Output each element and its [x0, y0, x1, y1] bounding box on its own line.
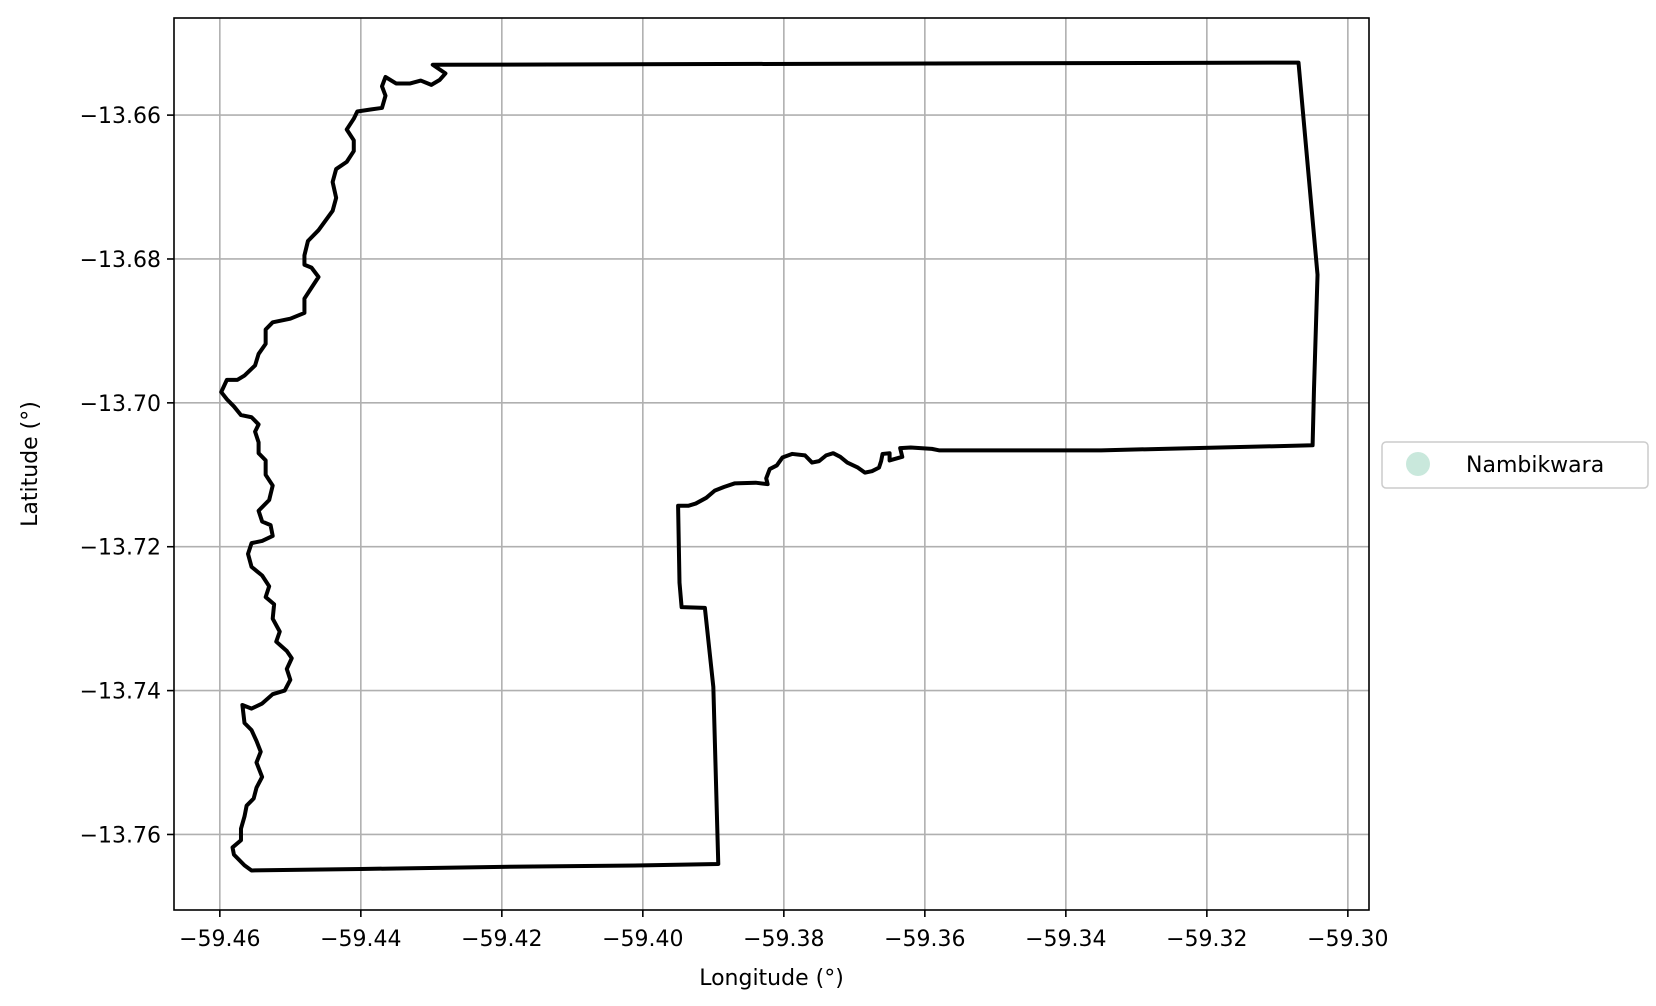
- x-tick-label: −59.44: [320, 927, 401, 952]
- y-tick-label: −13.76: [80, 823, 161, 848]
- x-axis-label: Longitude (°): [699, 966, 844, 991]
- y-tick-label: −13.70: [80, 392, 161, 417]
- y-tick-label: −13.74: [80, 680, 161, 705]
- territory-boundary: [219, 60, 1320, 873]
- x-tick-label: −59.42: [461, 927, 542, 952]
- y-axis-label: Latitude (°): [18, 401, 43, 527]
- y-tick-label: −13.72: [80, 536, 161, 561]
- x-tick-label: −59.34: [1025, 927, 1106, 952]
- x-tick-label: −59.38: [743, 927, 824, 952]
- boundary-outline: [219, 60, 1320, 873]
- plot-frame: [173, 17, 1370, 911]
- x-tick-label: −59.36: [884, 927, 965, 952]
- x-tick-label: −59.46: [179, 927, 260, 952]
- x-axis-ticks: −59.46 −59.44 −59.42 −59.40 −59.38 −59.36 −59.…: [179, 910, 1389, 952]
- grid: [174, 18, 1369, 910]
- legend-marker-nambikwara: [1406, 452, 1430, 476]
- y-tick-label: −13.68: [80, 248, 161, 273]
- y-axis-ticks: −13.66 −13.68 −13.70 −13.72 −13.74 −13.76: [80, 104, 174, 848]
- x-tick-label: −59.30: [1307, 927, 1388, 952]
- legend: Nambikwara: [1381, 441, 1649, 489]
- legend-label-nambikwara: Nambikwara: [1466, 453, 1604, 478]
- x-tick-label: −59.32: [1166, 927, 1247, 952]
- x-tick-label: −59.40: [602, 927, 683, 952]
- legend-frame: [1381, 441, 1649, 489]
- y-tick-label: −13.66: [80, 104, 161, 129]
